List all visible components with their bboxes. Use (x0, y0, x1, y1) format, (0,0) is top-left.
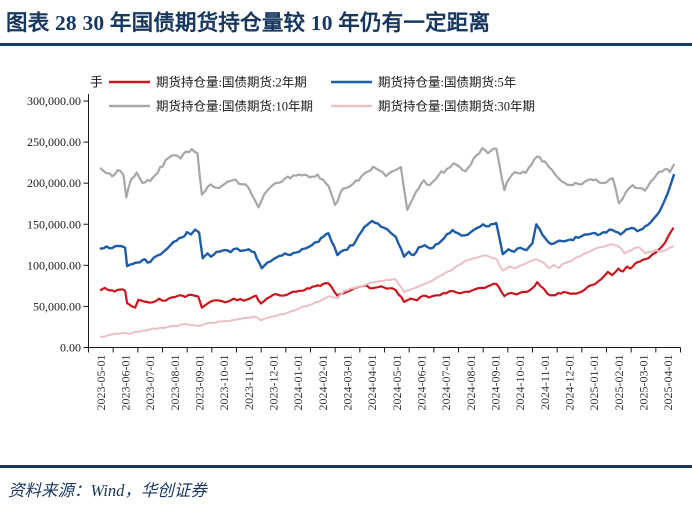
x-tick-label: 2023-07-01 (143, 355, 157, 411)
x-tick-label: 2025-03-01 (637, 355, 651, 411)
source-note: 资料来源：Wind，华创证券 (8, 481, 207, 500)
x-tick-label: 2024-01-01 (291, 355, 305, 411)
x-tick-label: 2024-08-01 (464, 355, 478, 411)
x-tick-label: 2024-10-01 (513, 355, 527, 411)
series-line-2y (99, 227, 675, 309)
y-tick-label: 0.00 (60, 341, 81, 355)
y-tick-label: 150,000.00 (27, 217, 81, 231)
x-tick-label: 2024-05-01 (390, 355, 404, 411)
x-tick-label: 2024-09-01 (489, 355, 503, 411)
x-tick-label: 2023-12-01 (267, 355, 281, 411)
series-line-30y (99, 243, 674, 338)
legend-label-5y: 期货持仓量:国债期货:5年 (378, 75, 516, 90)
x-tick-label: 2024-04-01 (365, 355, 379, 411)
series-lines (99, 147, 675, 338)
axis-unit-label: 手 (90, 75, 103, 90)
x-tick-label: 2025-02-01 (612, 355, 626, 411)
y-tick-label: 100,000.00 (27, 258, 81, 272)
x-tick-label: 2024-03-01 (341, 355, 355, 411)
footer-rule (0, 465, 692, 468)
title-rule (0, 43, 692, 46)
x-tick-label: 2024-02-01 (316, 355, 330, 411)
legend-label-10y: 期货持仓量:国债期货:10年期 (156, 99, 313, 114)
legend-label-30y: 期货持仓量:国债期货:30年期 (378, 99, 535, 114)
x-tick-label: 2023-06-01 (119, 355, 133, 411)
x-tick-label: 2023-08-01 (168, 355, 182, 411)
y-tick-label: 200,000.00 (27, 176, 81, 190)
x-tick-label: 2023-10-01 (217, 355, 231, 411)
x-tick-label: 2024-07-01 (439, 355, 453, 411)
chart-legend: 手 期货持仓量:国债期货:2年期 期货持仓量:国债期货:5年 期货持仓量:国债期… (90, 75, 535, 114)
x-tick-label: 2025-01-01 (587, 355, 601, 411)
x-tick-label: 2024-12-01 (563, 355, 577, 411)
y-tick-label: 300,000.00 (27, 94, 81, 108)
x-tick-label: 2023-09-01 (193, 355, 207, 411)
open-interest-chart: 手 期货持仓量:国债期货:2年期 期货持仓量:国债期货:5年 期货持仓量:国债期… (27, 75, 681, 411)
x-tick-label: 2023-11-01 (242, 355, 256, 411)
y-tick-label: 50,000.00 (33, 299, 81, 313)
y-tick-label: 250,000.00 (27, 135, 81, 149)
figure-title: 图表 28 30 年国债期货持仓量较 10 年仍有一定距离 (6, 11, 491, 35)
x-tick-label: 2024-11-01 (538, 355, 552, 411)
x-tick-label: 2025-04-01 (661, 355, 675, 411)
series-line-10y (99, 147, 675, 211)
x-tick-label: 2024-06-01 (415, 355, 429, 411)
axes: 0.00 50,000.00 100,000.00 150,000.00 200,000… (27, 94, 681, 411)
legend-label-2y: 期货持仓量:国债期货:2年期 (156, 75, 307, 90)
series-line-5y (99, 173, 675, 270)
x-tick-label: 2023-05-01 (94, 355, 108, 411)
